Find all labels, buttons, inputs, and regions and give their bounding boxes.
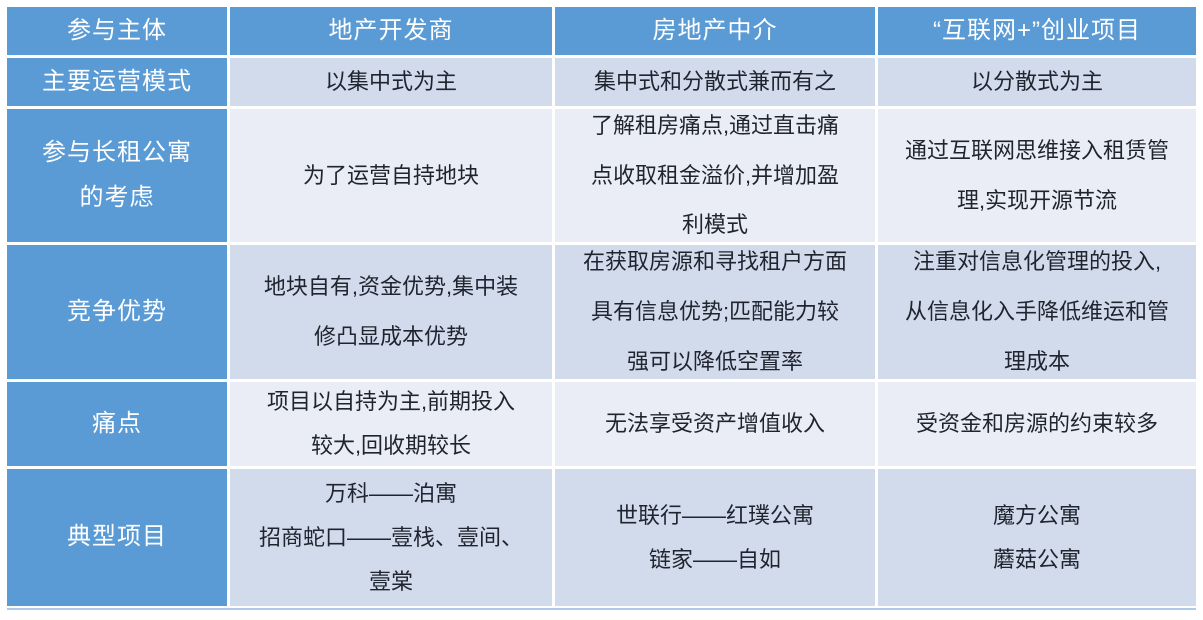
table-cell: 注重对信息化管理的投入,从信息化入手降低维运和管理成本	[878, 245, 1196, 379]
table-cell: 万科——泊寓 招商蛇口——壹栈、壹间、壹棠	[230, 469, 552, 606]
table-cell: 在获取房源和寻找租户方面具有信息优势;匹配能力较强可以降低空置率	[555, 245, 875, 379]
row-label-consideration: 参与长租公寓 的考虑	[7, 109, 227, 242]
table-bottom-rule	[7, 608, 1196, 610]
header-cell-agency: 房地产中介	[555, 7, 875, 55]
table-cell: 集中式和分散式兼而有之	[555, 58, 875, 106]
table-cell: 项目以自持为主,前期投入较大,回收期较长	[230, 382, 552, 466]
row-label-operation-mode: 主要运营模式	[7, 58, 227, 106]
comparison-table: 参与主体 地产开发商 房地产中介 “互联网+”创业项目 主要运营模式 以集中式为…	[7, 7, 1196, 606]
table-cell: 世联行——红璞公寓 链家——自如	[555, 469, 875, 606]
header-cell-developer: 地产开发商	[230, 7, 552, 55]
table-cell: 以集中式为主	[230, 58, 552, 106]
table-cell: 通过互联网思维接入租赁管理,实现开源节流	[878, 109, 1196, 242]
table-cell: 为了运营自持地块	[230, 109, 552, 242]
table-cell: 受资金和房源的约束较多	[878, 382, 1196, 466]
table-cell: 无法享受资产增值收入	[555, 382, 875, 466]
table-cell: 了解租房痛点,通过直击痛点收取租金溢价,并增加盈利模式	[555, 109, 875, 242]
row-label-typical-projects: 典型项目	[7, 469, 227, 606]
header-cell-participant: 参与主体	[7, 7, 227, 55]
row-label-pain-point: 痛点	[7, 382, 227, 466]
table-cell: 以分散式为主	[878, 58, 1196, 106]
table-cell: 魔方公寓 蘑菇公寓	[878, 469, 1196, 606]
header-cell-internet-startup: “互联网+”创业项目	[878, 7, 1196, 55]
table-cell: 地块自有,资金优势,集中装修凸显成本优势	[230, 245, 552, 379]
row-label-advantage: 竞争优势	[7, 245, 227, 379]
